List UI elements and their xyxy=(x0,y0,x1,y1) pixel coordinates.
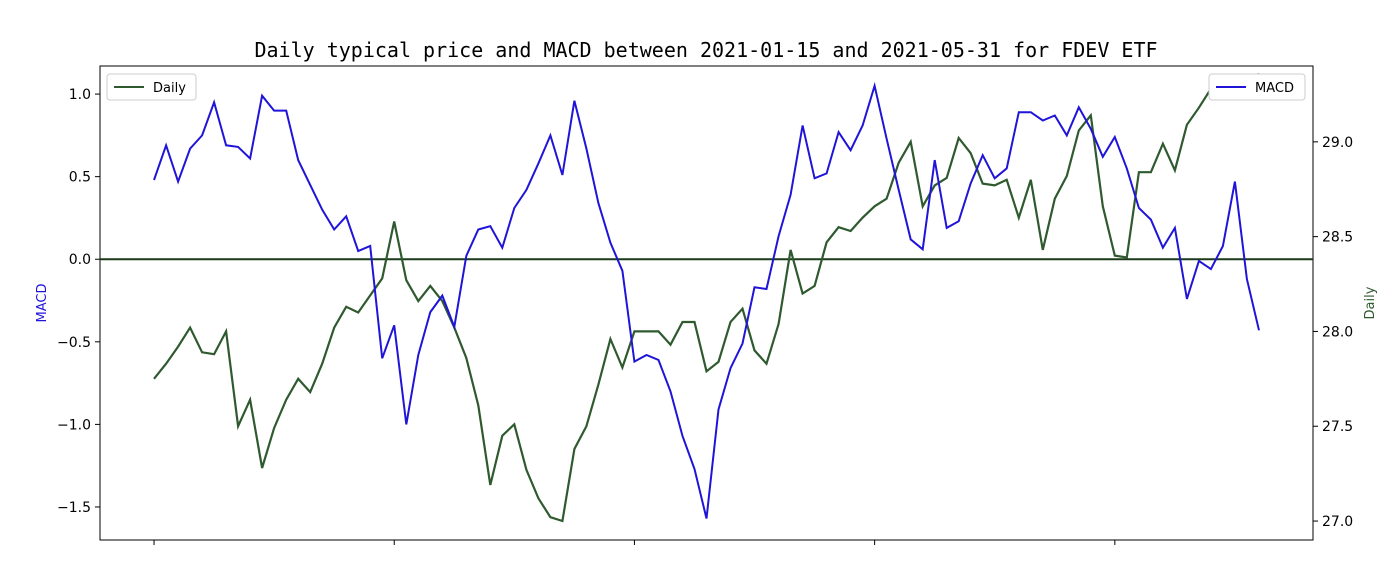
left-tick-label: −1.0 xyxy=(57,417,91,433)
legend-macd-label: MACD xyxy=(1255,81,1294,96)
left-axis-ticks: 1.0 0.5 0.0 −0.5 −1.0 −1.5 xyxy=(57,87,100,516)
chart-title: Daily typical price and MACD between 202… xyxy=(254,38,1157,62)
right-tick-label: 29.0 xyxy=(1322,135,1353,151)
daily-series-line xyxy=(153,72,1260,523)
right-tick-label: 28.0 xyxy=(1322,324,1353,340)
plot-frame xyxy=(99,65,1314,541)
left-tick-label: −1.5 xyxy=(57,500,91,516)
right-tick-label: 27.0 xyxy=(1322,514,1353,530)
x-axis-ticks xyxy=(153,540,1116,545)
legend-daily-label: Daily xyxy=(153,81,186,96)
legend-daily: Daily xyxy=(106,73,197,101)
macd-series-line xyxy=(153,81,1260,519)
right-axis-label: Daily xyxy=(1363,286,1378,319)
right-tick-label: 27.5 xyxy=(1322,419,1353,435)
right-tick-label: 28.5 xyxy=(1322,230,1353,246)
left-axis-label: MACD xyxy=(35,284,50,323)
left-tick-label: 0.5 xyxy=(69,170,91,186)
left-tick-label: 1.0 xyxy=(69,87,91,103)
plot-area: 1.0 0.5 0.0 −0.5 −1.0 −1.5 29.0 28.5 28.0 27.5 27… xyxy=(57,65,1353,545)
legend-macd: MACD xyxy=(1208,73,1306,101)
left-tick-label: −0.5 xyxy=(57,335,91,351)
right-axis-ticks: 29.0 28.5 28.0 27.5 27.0 xyxy=(1313,135,1353,530)
left-tick-label: 0.0 xyxy=(69,252,91,268)
